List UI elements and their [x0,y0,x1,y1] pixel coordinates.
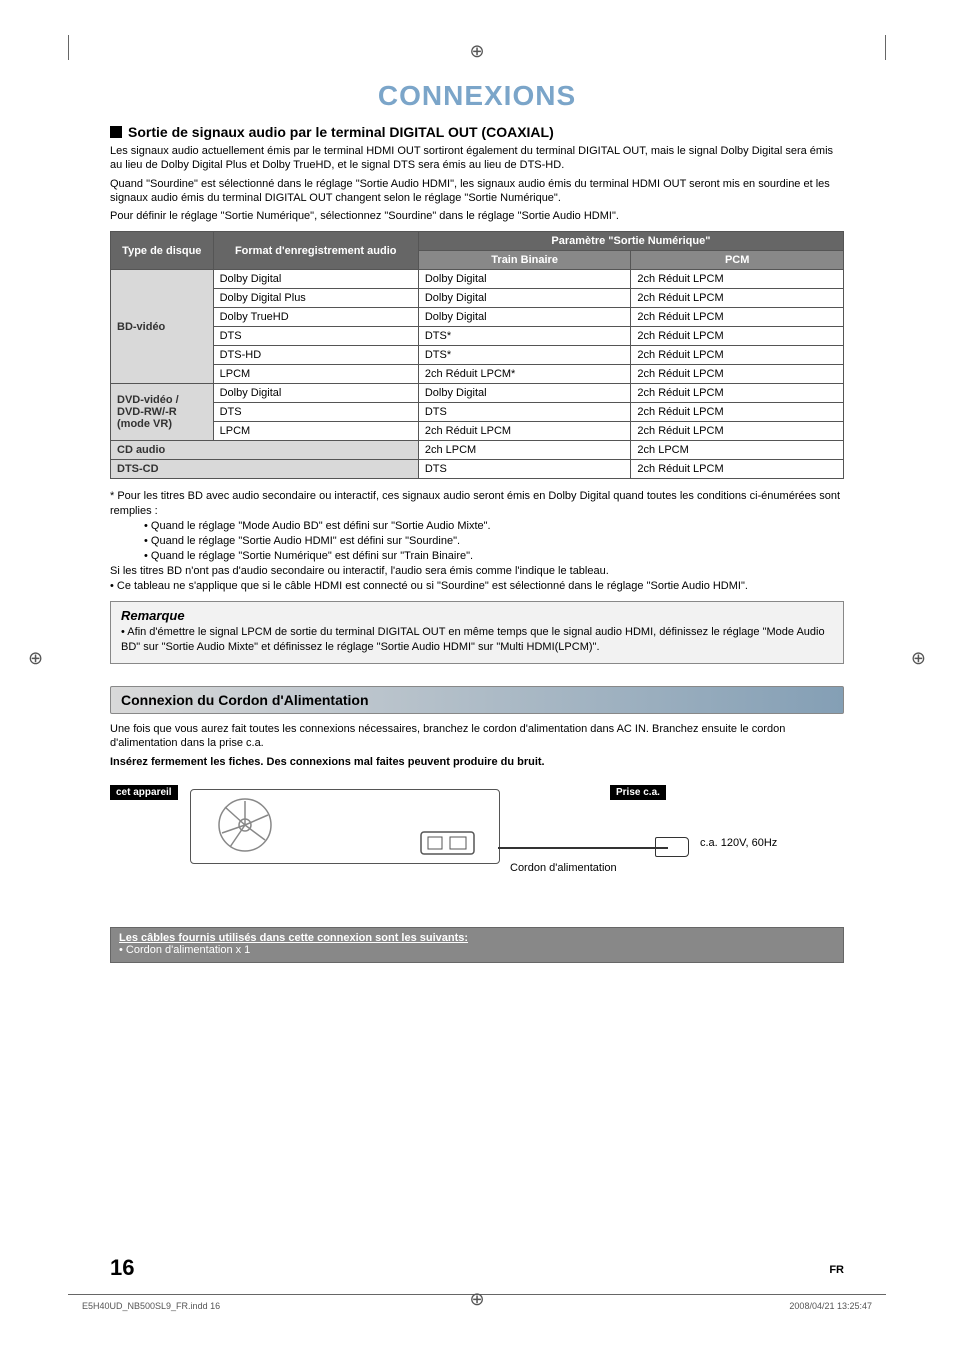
cell: 2ch Réduit LPCM [631,327,844,346]
remarque-title: Remarque [121,608,833,623]
cable-box-heading: Les câbles fournis utilisés dans cette c… [119,932,835,944]
footnote-sub-bullet: • Quand le réglage "Mode Audio BD" est d… [110,519,844,534]
section-heading: Sortie de signaux audio par le terminal … [110,124,844,140]
cell: Dolby TrueHD [213,308,418,327]
table-subheader: PCM [631,251,844,270]
cell: 2ch Réduit LPCM [631,289,844,308]
supplied-cables-box: Les câbles fournis utilisés dans cette c… [110,927,844,963]
square-bullet-icon [110,126,122,138]
cell: Dolby Digital [418,289,631,308]
cable-box-item: • Cordon d'alimentation x 1 [119,944,835,956]
cell: 2ch Réduit LPCM [631,270,844,289]
cell: 2ch LPCM [631,441,844,460]
cell: 2ch Réduit LPCM [631,308,844,327]
page-number: 16 [110,1255,134,1281]
cell: DTS-HD [213,346,418,365]
table-header: Format d'enregistrement audio [213,232,418,270]
ac-spec-text: c.a. 120V, 60Hz [700,837,777,849]
cell: 2ch Réduit LPCM [631,346,844,365]
cell: Dolby Digital Plus [213,289,418,308]
disc-type-cell: BD-vidéo [111,270,214,384]
section-heading-text: Sortie de signaux audio par le terminal … [128,124,554,140]
cell: DTS [213,327,418,346]
footnote-sub-bullet: • Quand le réglage "Sortie Audio HDMI" e… [110,534,844,549]
footnote-line: • Ce tableau ne s'applique que si le câb… [110,579,844,594]
disc-type-cell: DTS-CD [111,460,419,479]
power-cord-line [498,847,668,849]
imprint-text: E5H40UD_NB500SL9_FR.indd 16 [82,1301,220,1311]
section-title-bar: Connexion du Cordon d'Alimentation [110,686,844,714]
outlet-label: Prise c.a. [610,785,666,800]
section2-body: Une fois que vous aurez fait toutes les … [110,722,844,751]
audio-output-table: Type de disque Format d'enregistrement a… [110,231,844,479]
power-connection-diagram: cet appareil Prise c.a. c.a. 120V, 60Hz … [110,777,844,897]
registration-mark-icon: ⊕ [28,648,43,669]
registration-mark-icon: ⊕ [911,648,926,669]
table-header: Paramètre "Sortie Numérique" [418,232,843,251]
cell: 2ch Réduit LPCM [631,403,844,422]
cell: LPCM [213,365,418,384]
cell: DTS [418,460,631,479]
intro-paragraph: Les signaux audio actuellement émis par … [110,144,844,173]
cell: DTS [213,403,418,422]
footnote-line: Si les titres BD n'ont pas d'audio secon… [110,564,844,579]
cell: Dolby Digital [418,308,631,327]
page-title: CONNEXIONS [110,80,844,112]
ac-plug-icon [655,837,689,857]
cell: 2ch Réduit LPCM* [418,365,631,384]
imprint-timestamp: 2008/04/21 13:25:47 [789,1301,872,1311]
section2-bold: Insérez fermement les fiches. Des connex… [110,755,844,769]
registration-mark-icon: ⊕ [469,41,484,62]
table-header: Type de disque [111,232,214,270]
footnote-sub-bullet: • Quand le réglage "Sortie Numérique" es… [110,549,844,564]
cell: 2ch Réduit LPCM [631,384,844,403]
remarque-body: • Afin d'émettre le signal LPCM de sorti… [121,625,833,655]
cell: Dolby Digital [418,384,631,403]
device-label: cet appareil [110,785,178,800]
language-code: FR [829,1264,844,1276]
fan-icon [210,795,280,855]
ac-in-port-icon [420,831,475,859]
cell: 2ch Réduit LPCM [631,365,844,384]
cord-label: Cordon d'alimentation [510,862,617,874]
cell: LPCM [213,422,418,441]
intro-paragraph: Quand "Sourdine" est sélectionné dans le… [110,177,844,206]
cell: 2ch Réduit LPCM [631,460,844,479]
cell: Dolby Digital [213,270,418,289]
disc-type-cell: CD audio [111,441,419,460]
table-subheader: Train Binaire [418,251,631,270]
footnote-star: * Pour les titres BD avec audio secondai… [110,489,844,519]
footnotes: * Pour les titres BD avec audio secondai… [110,489,844,593]
registration-mark-icon: ⊕ [469,1289,484,1310]
disc-type-cell: DVD-vidéo / DVD-RW/-R (mode VR) [111,384,214,441]
cell: 2ch Réduit LPCM [631,422,844,441]
cell: 2ch Réduit LPCM [418,422,631,441]
remarque-box: Remarque • Afin d'émettre le signal LPCM… [110,601,844,664]
cell: DTS* [418,327,631,346]
cell: 2ch LPCM [418,441,631,460]
cell: Dolby Digital [213,384,418,403]
page-content: CONNEXIONS Sortie de signaux audio par l… [110,80,844,963]
intro-paragraph: Pour définir le réglage "Sortie Numériqu… [110,209,844,223]
cell: DTS* [418,346,631,365]
cell: DTS [418,403,631,422]
cell: Dolby Digital [418,270,631,289]
